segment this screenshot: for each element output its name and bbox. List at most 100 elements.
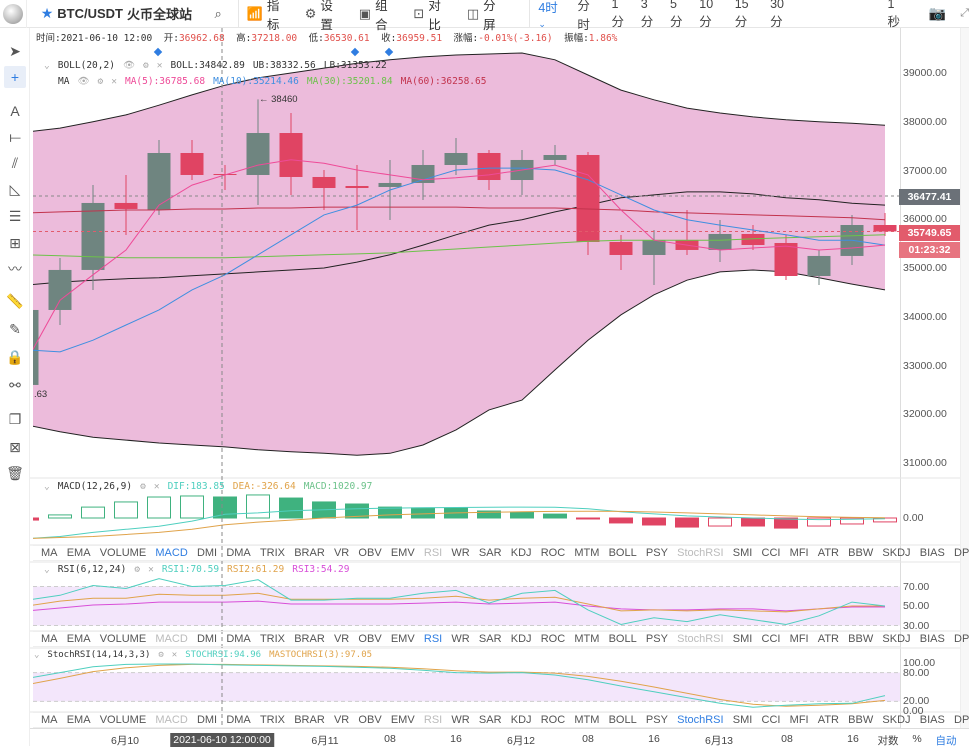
indicator-tab-rsi[interactable]: RSI (423, 547, 443, 559)
indicator-tab-dpo[interactable]: DPO (954, 547, 969, 559)
indicator-tab-brar[interactable]: BRAR (294, 714, 325, 726)
indicator-tab-mtm[interactable]: MTM (574, 633, 600, 645)
indicator-tab-obv[interactable]: OBV (358, 633, 382, 645)
lines-icon[interactable]: ☰ (8, 207, 22, 224)
indicator-tab-brar[interactable]: BRAR (294, 547, 325, 559)
indicator-tab-obv[interactable]: OBV (358, 547, 382, 559)
indicator-tab-atr[interactable]: ATR (817, 714, 839, 726)
text-tool-icon[interactable]: A (10, 103, 20, 119)
indicator-tab-roc[interactable]: ROC (540, 714, 566, 726)
gear-icon[interactable]: ⚙ (134, 564, 141, 575)
trash-icon[interactable]: 🗑 (6, 464, 24, 481)
period-1m[interactable]: 1分 (611, 0, 625, 29)
indicator-tab-ma[interactable]: MA (41, 633, 58, 645)
indicator-tab-emv[interactable]: EMV (390, 714, 415, 726)
pen-icon[interactable]: ✎ (9, 320, 21, 337)
indicator-tab-vr[interactable]: VR (333, 714, 350, 726)
indicator-tab-sar[interactable]: SAR (478, 547, 502, 559)
indicator-tab-bbw[interactable]: BBW (848, 714, 874, 726)
crosshair-icon[interactable]: + (4, 66, 26, 88)
search-icon[interactable]: ⌕ (214, 5, 222, 21)
indicator-tab-kdj[interactable]: KDJ (510, 714, 532, 726)
indicator-tab-smi[interactable]: SMI (732, 633, 753, 645)
price-axis[interactable] (900, 28, 960, 728)
auto-scale-toggle[interactable]: 自动 (935, 735, 957, 747)
magnet-icon[interactable]: ⚯ (9, 376, 21, 393)
indicator-tab-emv[interactable]: EMV (390, 547, 415, 559)
period-5m[interactable]: 5分 (670, 0, 683, 29)
indicator-tab-dma[interactable]: DMA (226, 714, 251, 726)
indicator-tab-trix[interactable]: TRIX (259, 714, 286, 726)
indicator-tab-trix[interactable]: TRIX (259, 547, 286, 559)
indicator-tab-vr[interactable]: VR (333, 547, 350, 559)
refresh-interval[interactable]: 1秒 (887, 0, 901, 29)
indicator-tab-stochrsi[interactable]: StochRSI (677, 633, 724, 645)
indicator-tab-wr[interactable]: WR (451, 714, 470, 726)
indicator-tab-boll[interactable]: BOLL (608, 714, 637, 726)
log-scale-toggle[interactable]: 对数 (877, 735, 899, 747)
indicator-tab-bias[interactable]: BIAS (919, 547, 945, 559)
chart-edit-icon[interactable]: ⊠ (9, 438, 21, 455)
indicator-tab-mtm[interactable]: MTM (574, 714, 600, 726)
indicator-tab-rsi[interactable]: RSI (423, 714, 443, 726)
indicator-tab-cci[interactable]: CCI (761, 633, 781, 645)
indicator-tab-psy[interactable]: PSY (645, 547, 668, 559)
indicator-tab-wr[interactable]: WR (451, 547, 470, 559)
gear-icon[interactable]: ⚙ (158, 650, 164, 660)
indicator-tab-volume[interactable]: VOLUME (99, 633, 147, 645)
indicator-tab-stochrsi[interactable]: StochRSI (677, 547, 724, 559)
indicator-tab-bbw[interactable]: BBW (848, 547, 874, 559)
indicator-tab-trix[interactable]: TRIX (259, 633, 286, 645)
indicator-tab-rsi[interactable]: RSI (423, 633, 443, 645)
triangle-icon[interactable]: ◺ (9, 180, 21, 197)
copy-icon[interactable]: ❐ (8, 410, 22, 427)
indicator-tab-mfi[interactable]: MFI (789, 633, 809, 645)
indicator-tab-psy[interactable]: PSY (645, 633, 668, 645)
indicator-tab-smi[interactable]: SMI (732, 714, 753, 726)
wave-icon[interactable]: 〰 (8, 261, 22, 277)
gear-icon[interactable]: ⚙ (143, 60, 149, 71)
close-icon[interactable]: ✕ (111, 76, 117, 87)
indicator-tab-dpo[interactable]: DPO (954, 714, 969, 726)
indicator-tab-roc[interactable]: ROC (540, 633, 566, 645)
indicator-tab-mfi[interactable]: MFI (789, 547, 809, 559)
chevron-down-icon[interactable]: ⌄ (44, 60, 50, 71)
split-button[interactable]: ◫ 分屏 (467, 0, 504, 33)
indicator-tab-cci[interactable]: CCI (761, 547, 781, 559)
cursor-arrow-icon[interactable]: ➤ (9, 42, 21, 59)
eye-icon[interactable]: 👁 (77, 76, 90, 87)
indicator-tab-atr[interactable]: ATR (817, 633, 839, 645)
indicator-tab-smi[interactable]: SMI (732, 547, 753, 559)
indicator-tab-volume[interactable]: VOLUME (99, 714, 147, 726)
indicator-tab-boll[interactable]: BOLL (608, 547, 637, 559)
close-icon[interactable]: ✕ (171, 650, 178, 660)
indicator-tab-stochrsi[interactable]: StochRSI (677, 714, 724, 726)
indicator-tab-atr[interactable]: ATR (817, 547, 839, 559)
indicator-tab-dmi[interactable]: DMI (196, 547, 218, 559)
indicator-tab-skdj[interactable]: SKDJ (882, 714, 911, 726)
indicator-tab-macd[interactable]: MACD (155, 633, 188, 645)
indicator-tab-sar[interactable]: SAR (478, 633, 502, 645)
indicator-tab-vr[interactable]: VR (333, 633, 350, 645)
indicator-tab-emv[interactable]: EMV (390, 633, 415, 645)
period-3m[interactable]: 3分 (640, 0, 654, 29)
parallel-lines-icon[interactable]: ⫽ (11, 154, 19, 171)
indicator-tab-mtm[interactable]: MTM (574, 547, 600, 559)
indicator-tab-ma[interactable]: MA (41, 714, 58, 726)
indicator-tab-boll[interactable]: BOLL (608, 633, 637, 645)
indicator-tab-macd[interactable]: MACD (155, 714, 188, 726)
gear-icon[interactable]: ⚙ (97, 76, 104, 87)
indicator-tab-skdj[interactable]: SKDJ (882, 633, 911, 645)
indicator-tab-ema[interactable]: EMA (66, 633, 91, 645)
ruler-icon[interactable]: 📏 (6, 292, 24, 309)
indicator-tab-bias[interactable]: BIAS (919, 714, 945, 726)
horizontal-line-icon[interactable]: ⟝ (9, 128, 21, 145)
indicator-tab-brar[interactable]: BRAR (294, 633, 325, 645)
indicator-tab-dpo[interactable]: DPO (954, 633, 969, 645)
period-4h[interactable]: 4时 ⌄ (538, 0, 565, 30)
chevron-down-icon[interactable]: ⌄ (44, 564, 50, 575)
star-icon[interactable]: ★ (40, 5, 54, 21)
grid-icon[interactable]: ⊞ (9, 234, 21, 251)
indicator-tab-cci[interactable]: CCI (761, 714, 781, 726)
indicator-tab-volume[interactable]: VOLUME (99, 547, 147, 559)
